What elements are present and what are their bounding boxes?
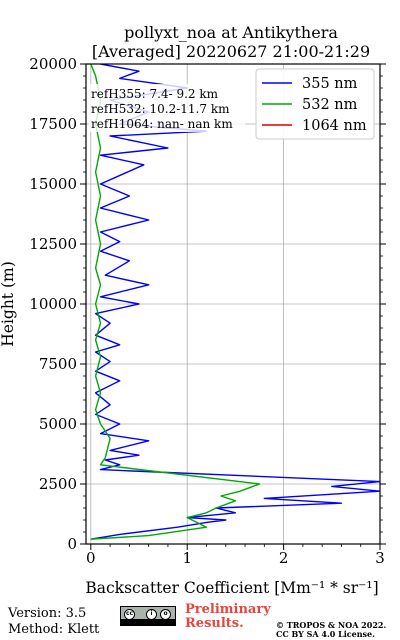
legend-label-532: 532 nm: [302, 97, 358, 113]
preliminary-line2: Results.: [185, 616, 244, 631]
legend: 355 nm 532 nm 1064 nm: [255, 68, 375, 140]
y-tick-label: 20000: [29, 55, 77, 73]
copyright-line2: CC BY SA 4.0 License.: [276, 629, 375, 639]
series-lines: [90, 64, 380, 540]
copyright-line1: © TROPOS & NOA 2022.: [276, 620, 387, 630]
x-tick-label: 0: [86, 549, 96, 567]
axis-ticks: 0 1 2 3 0 2500 5000 7500 10000 12500 15000 17500 200…: [29, 55, 386, 567]
ref-height-532: refH532: 10.2-11.7 km: [91, 102, 230, 116]
legend-label-355: 355 nm: [302, 76, 358, 92]
version-text: Version: 3.5: [8, 606, 87, 621]
y-tick-label: 15000: [29, 175, 77, 193]
ref-height-1064: refH1064: nan- nan km: [91, 117, 233, 131]
y-tick-label: 2500: [39, 475, 77, 493]
cc-by-sa-license-badge: cc i o: [120, 606, 176, 626]
x-tick-label: 3: [375, 549, 385, 567]
x-tick-label: 1: [182, 549, 192, 567]
badge-footer: [121, 619, 175, 625]
backscatter-chart: 0 1 2 3 0 2500 5000 7500 10000 12500 15000 17500 200…: [0, 23, 386, 597]
y-tick-label: 0: [67, 535, 77, 553]
series-line-532nm: [90, 64, 261, 540]
y-tick-label: 7500: [39, 355, 77, 373]
y-tick-label: 5000: [39, 415, 77, 433]
x-tick-label: 2: [279, 549, 289, 567]
y-tick-label: 12500: [29, 235, 77, 253]
y-tick-label: 17500: [29, 115, 77, 133]
series-line-355nm: [90, 64, 380, 540]
chart-title: pollyxt_noa at Antikythera: [124, 23, 338, 42]
annotation-box: [89, 84, 245, 132]
legend-label-1064: 1064 nm: [302, 118, 367, 134]
chart-subtitle: [Averaged] 20220627 21:00-21:29: [92, 42, 370, 61]
x-axis-label: Backscatter Coefficient [Mm⁻¹ * sr⁻¹]: [85, 579, 378, 597]
legend-frame: [255, 68, 375, 140]
y-axis-label: Height (m): [0, 261, 17, 347]
y-tick-label: 10000: [29, 295, 77, 313]
method-text: Method: Klett: [8, 622, 100, 637]
ref-height-355: refH355: 7.4- 9.2 km: [91, 87, 219, 101]
preliminary-line1: Preliminary: [185, 602, 271, 617]
